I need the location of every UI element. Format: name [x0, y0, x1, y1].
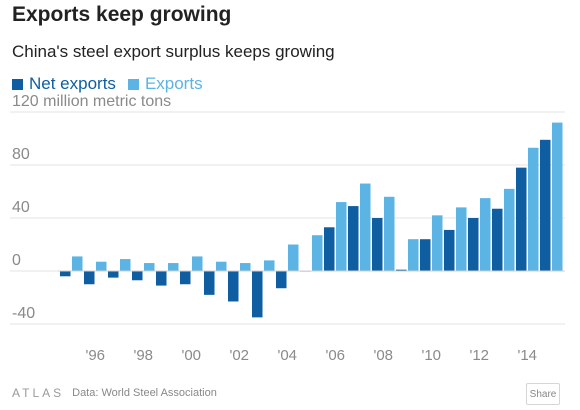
bar-exports [264, 260, 275, 271]
x-tick-label: '04 [277, 347, 297, 364]
legend-swatch-exports [127, 78, 139, 90]
legend-label-exports: Exports [144, 74, 203, 93]
y-tick-label: 0 [12, 252, 21, 269]
bar-exports [144, 263, 155, 271]
bar-net-exports [468, 218, 479, 271]
chart-subtitle: China's steel export surplus keeps growi… [12, 42, 335, 61]
atlas-logo: ATLAS [12, 386, 65, 400]
bar-exports [192, 256, 203, 271]
legend-swatch-net-exports [12, 78, 23, 90]
bar-net-exports [348, 206, 359, 271]
x-tick-label: '02 [229, 347, 249, 364]
bar-exports [312, 235, 323, 271]
bar-exports [528, 147, 539, 271]
bar-net-exports [444, 229, 455, 271]
chart-title: Exports keep growing [12, 3, 232, 26]
bar-net-exports [276, 271, 287, 289]
bar-net-exports [156, 271, 167, 286]
bar-net-exports [516, 167, 527, 271]
bar-net-exports [372, 218, 383, 271]
bar-exports [384, 196, 395, 271]
bar-net-exports [180, 271, 191, 285]
bar-exports [72, 256, 83, 271]
bar-exports [552, 122, 563, 271]
bar-net-exports [324, 227, 335, 271]
bar-exports [456, 207, 467, 271]
y-tick-label: -40 [12, 305, 35, 322]
y-tick-label: 80 [12, 146, 30, 163]
bar-net-exports [60, 271, 71, 277]
legend-label-net-exports: Net exports [29, 74, 116, 93]
x-tick-label: '98 [133, 347, 153, 364]
x-tick-label: '12 [469, 347, 489, 364]
source-note: Data: World Steel Association [72, 387, 217, 399]
bar-exports [480, 198, 491, 271]
bar-net-exports [540, 139, 551, 271]
bar-net-exports [132, 271, 143, 281]
bar-exports [240, 263, 251, 271]
x-tick-label: '08 [373, 347, 393, 364]
bar-net-exports [228, 271, 239, 302]
legend-item-exports: Exports [127, 74, 203, 94]
bar-exports [120, 259, 131, 271]
bar-exports [216, 261, 227, 271]
bar-exports [432, 215, 443, 271]
legend: Net exports Exports [12, 74, 215, 94]
bar-net-exports [396, 269, 407, 271]
x-tick-label: '96 [85, 347, 105, 364]
x-tick-label: '06 [325, 347, 345, 364]
bar-net-exports [492, 208, 503, 271]
x-tick-label: '10 [421, 347, 441, 364]
bar-exports [96, 261, 107, 271]
bar-exports [360, 183, 371, 271]
bar-chart: -40 0 40 80 120 million metric tons '96 '98 '00… [10, 93, 565, 364]
bar-exports [408, 239, 419, 271]
bar-net-exports [204, 271, 215, 295]
bar-exports [168, 263, 179, 271]
share-button[interactable]: Share [526, 383, 560, 405]
x-tick-label: '00 [181, 347, 201, 364]
y-tick-label: 40 [12, 199, 30, 216]
bar-net-exports [108, 271, 119, 278]
y-tick-label: 120 million metric tons [12, 93, 171, 110]
x-tick-label: '14 [517, 347, 537, 364]
bar-exports [504, 188, 515, 271]
bar-exports [336, 202, 347, 271]
footer: ATLAS Data: World Steel Association [12, 386, 217, 400]
bar-net-exports [84, 271, 95, 285]
legend-item-net-exports: Net exports [12, 74, 116, 94]
bar-exports [288, 244, 299, 271]
bar-net-exports [252, 271, 263, 318]
bar-net-exports [420, 239, 431, 271]
